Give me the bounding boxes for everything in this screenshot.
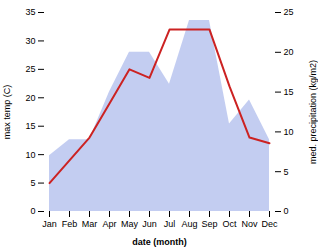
svg-text:35: 35 bbox=[25, 7, 35, 17]
svg-text:Aug: Aug bbox=[181, 219, 197, 229]
svg-text:med. precipitation (kg/m2): med. precipitation (kg/m2) bbox=[308, 60, 318, 164]
svg-text:15: 15 bbox=[284, 87, 294, 97]
svg-text:Jul: Jul bbox=[164, 219, 176, 229]
svg-text:5: 5 bbox=[30, 178, 35, 188]
svg-text:0: 0 bbox=[284, 206, 289, 216]
svg-text:20: 20 bbox=[25, 93, 35, 103]
svg-text:10: 10 bbox=[25, 150, 35, 160]
svg-text:date (month): date (month) bbox=[132, 237, 187, 247]
svg-text:10: 10 bbox=[284, 127, 294, 137]
svg-text:30: 30 bbox=[25, 36, 35, 46]
svg-text:25: 25 bbox=[25, 64, 35, 74]
svg-text:5: 5 bbox=[284, 167, 289, 177]
svg-text:max temp (C): max temp (C) bbox=[2, 85, 12, 140]
svg-text:Jun: Jun bbox=[142, 219, 157, 229]
svg-text:May: May bbox=[121, 219, 139, 229]
svg-text:0: 0 bbox=[30, 206, 35, 216]
svg-text:Oct: Oct bbox=[222, 219, 237, 229]
svg-text:Apr: Apr bbox=[102, 219, 116, 229]
svg-text:Mar: Mar bbox=[82, 219, 98, 229]
svg-text:Dec: Dec bbox=[261, 219, 278, 229]
svg-text:Sep: Sep bbox=[201, 219, 217, 229]
svg-text:25: 25 bbox=[284, 7, 294, 17]
svg-text:15: 15 bbox=[25, 121, 35, 131]
svg-text:Jan: Jan bbox=[42, 219, 57, 229]
svg-text:20: 20 bbox=[284, 47, 294, 57]
svg-text:Feb: Feb bbox=[62, 219, 78, 229]
svg-text:Nov: Nov bbox=[241, 219, 258, 229]
